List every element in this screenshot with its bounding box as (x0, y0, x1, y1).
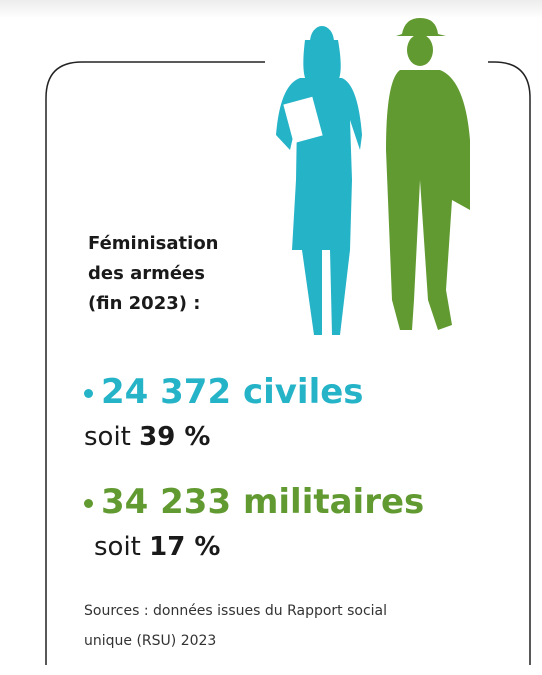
share-prefix: soit (94, 532, 141, 562)
share-value: 39 % (139, 422, 210, 452)
share-line: soit 39 % (84, 422, 210, 452)
woman-silhouette (276, 26, 362, 335)
infographic: Féminisation des armées (fin 2023) : Sou… (0, 0, 542, 675)
share-line: soit 17 % (94, 532, 220, 562)
sources-line: Sources : données issues du Rapport soci… (84, 603, 387, 619)
bullet (84, 389, 93, 398)
share-value: 17 % (149, 532, 220, 562)
share-prefix: soit (84, 422, 131, 452)
figure: 24 372 civiles (101, 372, 364, 412)
man-silhouette (386, 18, 470, 330)
title-line: des armées (88, 263, 205, 284)
figure-line: 34 233 militaires (84, 482, 424, 522)
sources-line: unique (RSU) 2023 (84, 633, 216, 649)
bullet (84, 499, 93, 508)
title-line: Féminisation (88, 233, 219, 254)
decor (0, 0, 542, 675)
figure: 34 233 militaires (101, 482, 424, 522)
figure-line: 24 372 civiles (84, 372, 364, 412)
title-line: (fin 2023) : (88, 293, 200, 314)
